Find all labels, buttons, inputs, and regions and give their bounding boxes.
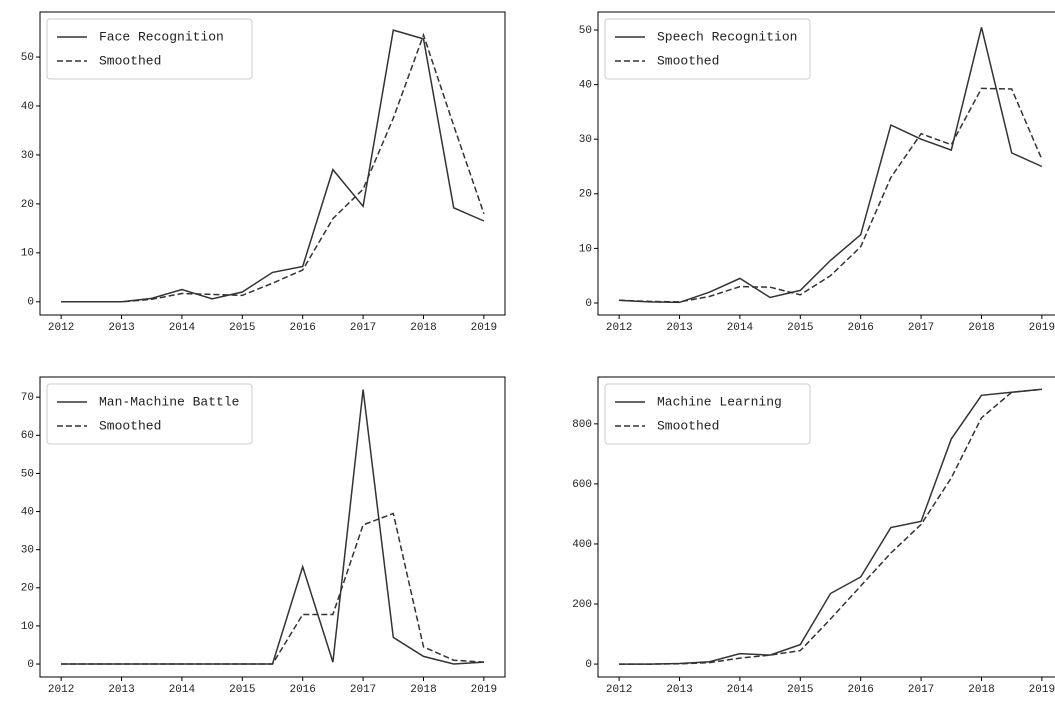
y-tick-label: 20 [579, 189, 592, 201]
legend-box [46, 383, 253, 445]
y-tick-label: 40 [579, 80, 592, 92]
y-tick-label: 600 [572, 479, 592, 491]
x-tick-label: 2016 [847, 684, 873, 696]
axes-frame [597, 376, 1055, 678]
x-tick-label: 2015 [229, 684, 255, 696]
y-tick-label: 50 [21, 52, 34, 64]
legend-label: Smoothed [99, 53, 161, 68]
y-tick-label: 40 [21, 506, 34, 518]
y-tick-label: 10 [579, 243, 592, 255]
legend-box [604, 18, 811, 80]
x-tick-label: 2013 [666, 684, 692, 696]
y-tick-label: 50 [21, 468, 34, 480]
data-line [619, 388, 1042, 665]
x-tick-label: 2013 [666, 322, 692, 334]
x-tick-label: 2018 [968, 684, 994, 696]
y-tick-label: 0 [27, 659, 34, 671]
x-tick-label: 2013 [108, 322, 134, 334]
x-tick-label: 2019 [471, 322, 497, 334]
y-tick-label: 30 [579, 134, 592, 146]
y-tick-label: 0 [585, 659, 592, 671]
data-line [61, 512, 484, 665]
legend-box [46, 18, 253, 80]
y-tick-label: 20 [21, 199, 34, 211]
y-tick-label: 200 [572, 599, 592, 611]
x-tick-label: 2014 [727, 322, 754, 334]
x-tick-label: 2015 [229, 322, 255, 334]
x-tick-label: 2019 [1029, 322, 1055, 334]
legend-label: Smoothed [99, 418, 161, 433]
x-tick-label: 2012 [48, 322, 74, 334]
y-tick-label: 60 [21, 430, 34, 442]
axes-frame [39, 376, 506, 678]
legend-label: Machine Learning [657, 394, 782, 409]
x-tick-label: 2015 [787, 322, 813, 334]
x-tick-label: 2016 [847, 322, 873, 334]
x-tick-label: 2018 [410, 322, 436, 334]
y-tick-label: 800 [572, 419, 592, 431]
y-tick-label: 70 [21, 392, 34, 404]
x-tick-label: 2017 [350, 684, 376, 696]
x-tick-label: 2017 [908, 684, 934, 696]
x-tick-label: 2016 [289, 322, 315, 334]
x-tick-label: 2014 [169, 684, 196, 696]
data-line [619, 27, 1043, 304]
x-tick-label: 2018 [968, 322, 994, 334]
x-tick-label: 2012 [48, 684, 74, 696]
x-tick-label: 2016 [289, 684, 315, 696]
x-tick-label: 2014 [727, 684, 754, 696]
y-tick-label: 10 [21, 621, 34, 633]
x-tick-label: 2015 [787, 684, 813, 696]
y-tick-label: 30 [21, 150, 34, 162]
x-tick-label: 2014 [169, 322, 196, 334]
legend-label: Smoothed [657, 418, 719, 433]
legend-label: Face Recognition [99, 29, 224, 44]
x-tick-label: 2012 [606, 684, 632, 696]
legend-box [604, 383, 811, 445]
y-tick-label: 0 [585, 298, 592, 310]
x-tick-label: 2017 [908, 322, 934, 334]
y-tick-label: 20 [21, 583, 34, 595]
data-line [619, 388, 1042, 665]
x-tick-label: 2017 [350, 322, 376, 334]
data-line [61, 29, 485, 303]
y-tick-label: 30 [21, 545, 34, 557]
legend-label: Smoothed [657, 53, 719, 68]
y-tick-label: 0 [27, 297, 34, 309]
x-tick-label: 2019 [471, 684, 497, 696]
axes-frame [39, 11, 506, 316]
x-tick-label: 2018 [410, 684, 436, 696]
legend-label: Man-Machine Battle [99, 394, 239, 409]
y-tick-label: 40 [21, 101, 34, 113]
x-tick-label: 2013 [108, 684, 134, 696]
legend-label: Speech Recognition [657, 29, 797, 44]
x-tick-label: 2012 [606, 322, 632, 334]
data-line [619, 87, 1043, 303]
y-tick-label: 10 [21, 248, 34, 260]
y-tick-label: 400 [572, 539, 592, 551]
axes-frame [597, 11, 1055, 316]
y-tick-label: 50 [579, 25, 592, 37]
x-tick-label: 2019 [1029, 684, 1055, 696]
